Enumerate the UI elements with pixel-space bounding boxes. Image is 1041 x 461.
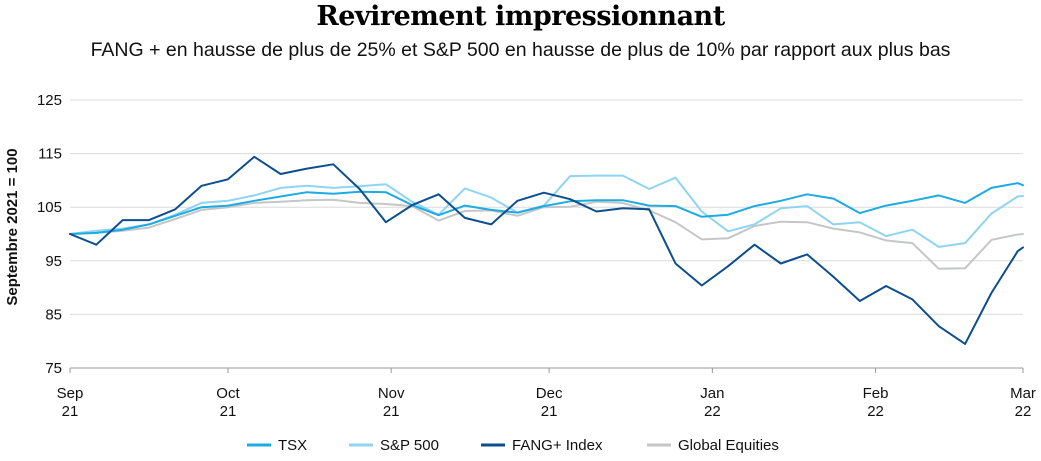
series-line-global-equities (69, 198, 1024, 270)
legend-label: FANG+ Index (512, 437, 603, 454)
x-tick-label: Oct (216, 385, 240, 402)
series-line-s-p-500 (69, 174, 1024, 248)
y-tick-label: 105 (37, 199, 62, 216)
y-axis-label: Septembre 2021 = 100 (4, 148, 21, 305)
x-tick-label: Mar (1010, 385, 1036, 402)
series-lines (69, 155, 1024, 345)
series-line-tsx (69, 182, 1024, 235)
legend-label: Global Equities (678, 437, 779, 454)
x-tick-label-year: 21 (62, 403, 79, 420)
x-tick-label: Feb (863, 385, 889, 402)
x-tick-label-year: 21 (541, 403, 558, 420)
chart-subtitle: FANG + en hausse de plus de 25% et S&P 5… (90, 39, 951, 61)
y-tick-label: 95 (45, 253, 62, 270)
chart-title: Revirement impressionnant (316, 1, 725, 32)
series-line-fang-index (69, 155, 1024, 345)
x-tick-label-year: 21 (220, 403, 237, 420)
y-tick-label: 75 (45, 360, 62, 377)
legend: TSX S&P 500 FANG+ Index Global Equities (247, 437, 779, 454)
x-tick-label: Jan (700, 385, 724, 402)
x-tick-label-year: 22 (1015, 403, 1032, 420)
legend-label: TSX (278, 437, 307, 454)
x-tick-label-year: 21 (383, 403, 400, 420)
x-tick-label: Sep (57, 385, 84, 402)
y-tick-label: 115 (38, 146, 62, 163)
y-tick-label: 125 (37, 92, 62, 109)
y-tick-label: 85 (45, 306, 62, 323)
legend-label: S&P 500 (380, 437, 439, 454)
y-tick-labels: 75 85 95 105 115 125 (37, 92, 62, 377)
x-tick-label: Nov (378, 385, 405, 402)
gridlines (70, 99, 1023, 369)
x-tick-label-year: 22 (867, 403, 884, 420)
x-tick-label-year: 22 (704, 403, 721, 420)
x-tick-label: Dec (536, 385, 563, 402)
